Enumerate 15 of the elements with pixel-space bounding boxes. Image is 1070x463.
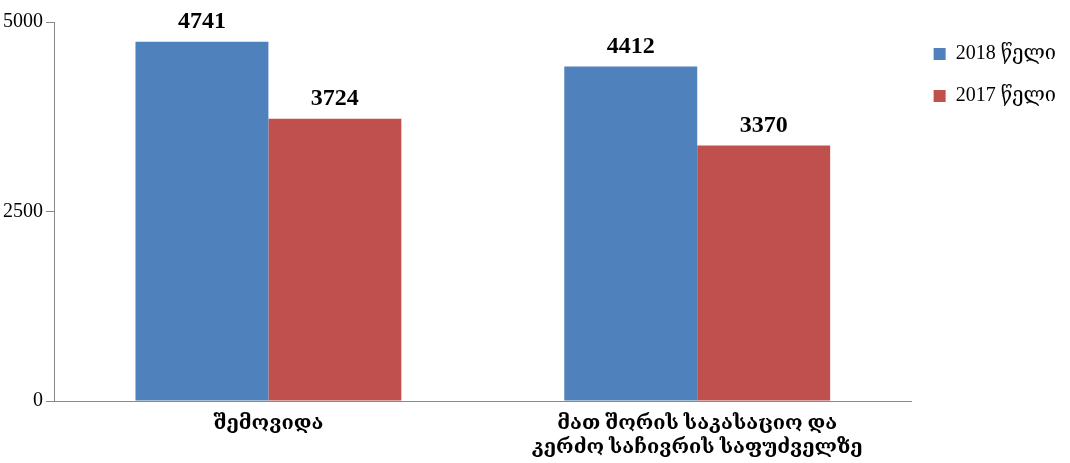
data-label: 3370 — [739, 110, 788, 137]
y-tick-label: 2500 — [3, 198, 43, 221]
data-label: 4412 — [606, 31, 655, 58]
legend-label: 2018 წელი — [955, 41, 1056, 65]
y-tick-label: 5000 — [3, 9, 43, 32]
x-tick-label: შემოვიდა — [213, 411, 324, 434]
bar — [268, 118, 402, 401]
x-tick-label: მათ შორის საკასაციო და კერძო საჩივრის საფუძველზე — [531, 411, 863, 458]
bar — [135, 41, 269, 401]
legend-label: 2017 წელი — [955, 83, 1056, 107]
data-label: 3724 — [310, 83, 359, 110]
bar — [697, 145, 831, 401]
data-label: 4741 — [177, 6, 226, 33]
bar — [564, 66, 698, 401]
y-tick-label: 0 — [33, 388, 43, 411]
